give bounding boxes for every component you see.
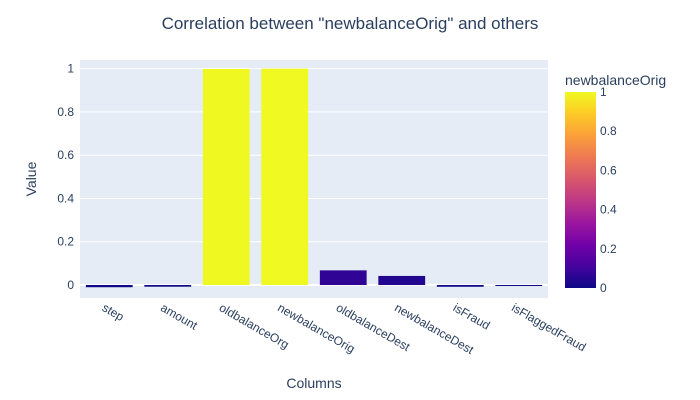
colorbar-tick-label: 0.4 <box>600 203 617 217</box>
y-tick-label: 1 <box>67 62 74 76</box>
colorbar-tick-label: 0 <box>600 281 607 295</box>
y-tick-label: 0.4 <box>57 191 74 205</box>
bar-oldbalanceOrg <box>202 68 250 286</box>
colorbar-tick-labels: 0 0.2 0.4 0.6 0.8 1 <box>600 85 617 295</box>
colorbar <box>565 92 596 288</box>
x-axis-label: Columns <box>286 375 341 391</box>
x-tick-label: amount <box>158 300 200 332</box>
plot-area <box>80 60 548 298</box>
bar-oldbalanceDest <box>319 270 367 286</box>
x-tick-label: isFraud <box>451 300 493 332</box>
chart-title: Correlation between "newbalanceOrig" and… <box>162 14 539 33</box>
y-tick-label: 0 <box>67 278 74 292</box>
bars <box>85 68 543 288</box>
bar-newbalanceOrig <box>261 68 309 286</box>
y-axis-label: Value <box>23 161 39 196</box>
colorbar-tick-label: 0.6 <box>600 163 617 177</box>
bar-newbalanceDest <box>378 275 426 286</box>
y-tick-labels: 0 0.2 0.4 0.6 0.8 1 <box>57 62 74 292</box>
y-tick-label: 0.6 <box>57 148 74 162</box>
bar-step <box>85 285 133 288</box>
y-tick-label: 0.8 <box>57 105 74 119</box>
x-tick-labels: step amount oldbalanceOrgnewbalanceOrigold… <box>100 300 589 357</box>
bar-isFlaggedFraud <box>495 285 543 287</box>
colorbar-tick-label: 0.2 <box>600 242 617 256</box>
x-tick-label: step <box>100 300 127 324</box>
y-tick-label: 0.2 <box>57 235 74 249</box>
colorbar-tick-label: 0.8 <box>600 124 617 138</box>
x-tick-label: isFlaggedFraud <box>509 300 588 354</box>
bar-isFraud <box>436 285 484 287</box>
bar-amount <box>144 285 192 287</box>
colorbar-title: newbalanceOrig <box>565 72 666 88</box>
colorbar-tick-label: 1 <box>600 85 607 99</box>
